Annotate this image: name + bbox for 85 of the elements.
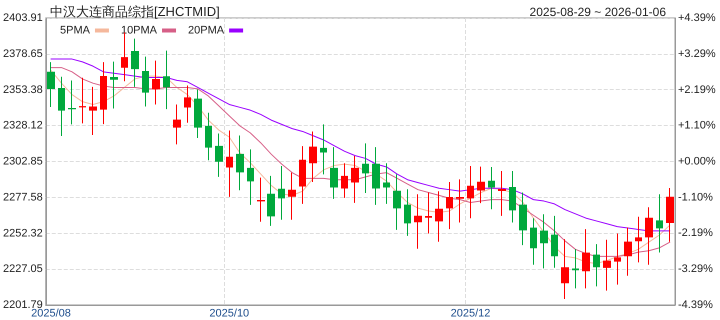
candlestick xyxy=(194,88,202,138)
candlestick xyxy=(288,172,296,220)
candlestick xyxy=(582,228,590,289)
candlestick xyxy=(351,156,359,204)
candlestick xyxy=(152,60,160,105)
candlestick xyxy=(456,178,464,223)
candlestick xyxy=(236,134,244,191)
legend-label: 5PMA xyxy=(60,24,91,36)
candlestick xyxy=(58,76,65,137)
candlestick xyxy=(68,80,76,125)
y-tick-label: 2252.32 xyxy=(2,227,43,240)
candlestick xyxy=(205,112,212,161)
y2-tick-label: -4.39% xyxy=(678,299,714,311)
candlestick xyxy=(530,218,537,266)
candlestick xyxy=(393,174,401,230)
candlestick xyxy=(477,166,485,204)
candlestick xyxy=(215,132,223,178)
candlestick xyxy=(110,61,118,109)
candlestick xyxy=(299,146,306,204)
candlestick xyxy=(446,182,453,230)
y2-tick-label: +4.39% xyxy=(678,12,716,24)
candlestick xyxy=(603,239,611,292)
candlestick xyxy=(100,62,107,125)
y2-tick-label: +3.29% xyxy=(678,48,716,60)
y-tick-label: 2328.12 xyxy=(2,120,43,132)
y-tick-label: 2277.58 xyxy=(2,191,43,204)
x-tick-label: 2025/12 xyxy=(450,308,490,320)
candlestick xyxy=(226,130,233,198)
candlestick xyxy=(267,175,275,226)
candlestick xyxy=(278,165,285,220)
candlestick xyxy=(666,187,674,242)
x-tick-label: 2025/08 xyxy=(31,308,71,320)
candlestick xyxy=(372,146,380,206)
candlestick xyxy=(593,244,600,287)
y-tick-label: 2353.38 xyxy=(2,84,43,96)
candlestick xyxy=(257,177,265,222)
candlestick xyxy=(47,62,55,108)
candlestick xyxy=(488,166,495,210)
candlestick xyxy=(425,192,432,234)
candlestick xyxy=(414,194,422,250)
candlestick xyxy=(404,188,411,236)
candlestick xyxy=(247,148,254,206)
line-series xyxy=(50,58,670,232)
candlestick xyxy=(383,162,390,204)
candlestick xyxy=(163,50,170,110)
y2-tick-label: +1.10% xyxy=(678,120,716,132)
chart-subtitle: 2025-08-29 ~ 2026-01-06 xyxy=(530,5,666,19)
candlestick xyxy=(341,162,348,198)
candlestick xyxy=(498,170,506,216)
candlestick xyxy=(645,206,653,266)
candlestick xyxy=(635,216,642,263)
y-tick-label: 2302.85 xyxy=(2,156,43,168)
y-tick-label: 2227.05 xyxy=(2,263,43,276)
candlestick xyxy=(173,104,181,145)
candlestick xyxy=(540,214,548,269)
candlestick xyxy=(656,194,663,253)
candlestick xyxy=(79,77,86,124)
candlestick xyxy=(131,38,139,88)
x-tick-label: 2025/10 xyxy=(209,308,250,320)
candlestick xyxy=(551,215,558,268)
candlestick xyxy=(89,86,97,136)
y2-tick-label: +2.19% xyxy=(678,84,716,96)
y-tick-label: 2403.91 xyxy=(2,12,43,24)
candlestick xyxy=(320,124,327,175)
y2-tick-label: -3.29% xyxy=(678,263,714,276)
candlestick xyxy=(624,226,632,276)
y2-tick-label: +0.00% xyxy=(678,156,716,168)
y2-tick-label: -2.19% xyxy=(678,227,714,240)
y2-tick-label: -1.10% xyxy=(678,191,714,204)
candlestick xyxy=(435,190,443,242)
candlestick xyxy=(467,165,474,219)
candlestick xyxy=(184,84,191,124)
legend-label: 20PMA xyxy=(188,24,225,36)
y-tick-label: 2378.65 xyxy=(2,48,43,60)
chart-title: 中汉大连商品综指[ZHCTMID] xyxy=(50,4,220,19)
candlestick xyxy=(509,170,516,223)
candlestick xyxy=(572,248,579,289)
legend-label: 10PMA xyxy=(120,24,158,36)
candlestick xyxy=(561,238,569,300)
candlestick xyxy=(614,233,621,286)
candlestick xyxy=(519,192,527,246)
candlestick xyxy=(142,56,149,107)
candlestick xyxy=(330,146,338,200)
candlestick xyxy=(362,142,369,194)
candlestick xyxy=(309,130,317,183)
